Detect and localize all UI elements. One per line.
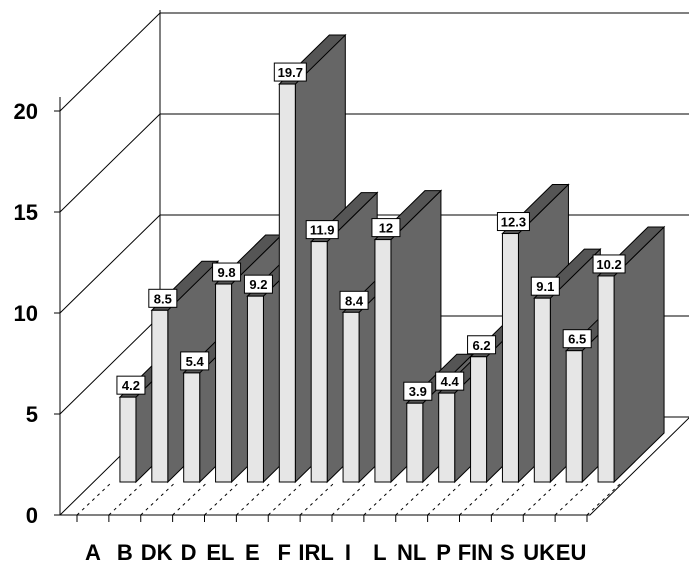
bar: 10.2 [592, 225, 666, 484]
bar-front [470, 356, 488, 483]
gridline-side [59, 315, 161, 415]
bar-front [342, 311, 360, 483]
bar-front [310, 241, 328, 483]
x-tick-label: E [245, 540, 260, 565]
y-tick-label: 5 [26, 402, 38, 427]
floor-dash [427, 481, 463, 516]
floor-dash [586, 481, 623, 516]
bar-front [278, 83, 296, 483]
floor-dash [140, 481, 177, 516]
gridline-side [59, 12, 161, 112]
data-label-box [530, 276, 560, 296]
x-tick-label: L [373, 540, 386, 565]
floor-dash [491, 481, 527, 516]
y-axis: 0 5 10 15 20 [14, 99, 60, 528]
floor-dash [76, 481, 113, 516]
x-tick-label: DK [141, 540, 173, 565]
x-tick-label: EL [206, 540, 234, 565]
bar-front [215, 283, 233, 483]
x-tick-label: S [500, 540, 515, 565]
x-tick-label: P [436, 540, 451, 565]
data-label-box [148, 288, 178, 308]
gridline-side [59, 214, 161, 314]
x-tick-label: I [345, 540, 351, 565]
floor-dash [236, 481, 272, 516]
data-label-box [339, 290, 369, 310]
data-label-box [496, 212, 530, 232]
x-tick-label: FIN [458, 540, 493, 565]
data-label-box [180, 351, 210, 371]
y-tick-label: 15 [14, 200, 38, 225]
bar-front [565, 350, 583, 483]
x-tick-label: F [277, 540, 290, 565]
floor-dash [172, 481, 208, 516]
data-label: 10.2 [596, 257, 621, 272]
data-label-box [467, 335, 497, 355]
bar-front [246, 295, 264, 483]
bar-front [406, 402, 424, 483]
bar-front [501, 233, 519, 483]
data-label-box [562, 329, 592, 349]
bar-front [119, 396, 137, 483]
x-tick-label: IRL [298, 540, 333, 565]
data-label: 11.9 [310, 223, 335, 238]
x-tick-label: NL [397, 540, 426, 565]
bar-front [374, 239, 392, 483]
data-label: 6.2 [473, 338, 491, 353]
data-label: 4.2 [122, 378, 140, 393]
data-label-box [212, 262, 242, 282]
data-label-box [305, 220, 339, 240]
data-label: 5.4 [186, 354, 205, 369]
bar-front [533, 297, 551, 483]
bar-front [438, 392, 456, 483]
x-tick-label: UK [523, 540, 555, 565]
data-label: 4.4 [441, 374, 460, 389]
y-tick-label: 10 [14, 301, 38, 326]
y-tick-label: 20 [14, 99, 38, 124]
data-label: 6.5 [568, 332, 586, 347]
data-label-box [116, 375, 146, 395]
floor-dash [108, 481, 145, 516]
data-label: 9.8 [218, 265, 236, 280]
x-tick-label: EU [556, 540, 587, 565]
data-label: 3.9 [409, 384, 427, 399]
floor-dash [459, 481, 495, 516]
floor-dash [267, 481, 304, 516]
data-label-box [273, 62, 307, 82]
data-label: 8.4 [345, 293, 364, 308]
y-tick-label: 0 [26, 503, 38, 528]
floor-dash [522, 481, 559, 516]
x-axis: A B DK D EL E F IRL I L NL P FIN S UK EU [76, 515, 588, 565]
data-label: 12.3 [501, 215, 526, 230]
data-label-box [592, 254, 626, 274]
floor-dash [331, 481, 368, 516]
floor-dash [395, 481, 432, 516]
x-tick-label: B [117, 540, 133, 565]
data-label-box [403, 381, 433, 401]
x-tick-label: A [85, 540, 101, 565]
data-label-box [371, 218, 401, 238]
floor-dash [363, 481, 400, 516]
bar-front [183, 372, 201, 483]
data-label-box [435, 371, 465, 391]
gridline-side [59, 113, 161, 213]
data-label: 9.1 [536, 279, 554, 294]
bar-front [151, 309, 169, 483]
x-tick-label: D [181, 540, 197, 565]
data-label: 9.2 [249, 277, 267, 292]
data-label: 19.7 [278, 65, 303, 80]
floor-dash [554, 481, 591, 516]
bars: 4.2 8.5 5.4 9.8 9.2 19.7 11.9 8.4 12 3.9 4.4 6.2 12.… [116, 33, 666, 484]
floor-dash [204, 481, 240, 516]
data-label-box [243, 274, 273, 294]
floor-dash [299, 481, 336, 516]
data-label: 8.5 [154, 291, 172, 306]
bar-front [597, 275, 615, 483]
data-label: 12 [379, 221, 393, 236]
